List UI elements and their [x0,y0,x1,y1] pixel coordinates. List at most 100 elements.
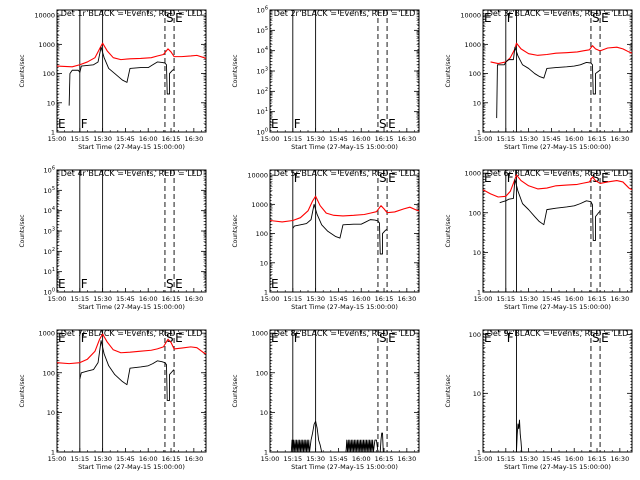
y-tick-label: 10 [260,259,268,267]
x-tick-label: 16:00 [139,135,158,143]
x-axis-label: Start Time (27-May-15 15:00:00) [78,143,185,151]
x-tick-label: 15:30 [93,455,112,463]
x-tick-label: 16:15 [375,135,394,143]
x-tick-label: 16:15 [588,135,607,143]
y-tick-label: 106 [44,166,55,175]
x-tick-label: 16:30 [610,135,629,143]
event-marker-f: F [507,11,514,25]
x-tick-label: 16:30 [397,455,416,463]
y-tick-label: 100 [43,70,55,78]
x-tick-label: 16:30 [184,295,203,303]
x-tick-label: 15:00 [261,135,280,143]
lld-rate-line [56,333,207,365]
event-marker-f: F [294,331,301,345]
x-tick-label: 15:15 [496,295,515,303]
event-marker-e: E [601,331,609,345]
x-tick-label: 15:00 [261,295,280,303]
event-rate-line [516,419,523,453]
y-tick-label: 102 [257,87,268,96]
y-tick-label: 10 [260,409,268,417]
x-tick-label: 16:00 [565,295,584,303]
event-marker-s: S [379,117,387,131]
lld-rate-line [482,174,633,198]
event-marker-e: E [271,277,279,291]
event-marker-f: F [294,117,301,131]
y-tick-label: 102 [44,247,55,256]
x-tick-label: 15:30 [519,455,538,463]
event-marker-e: E [58,277,66,291]
event-marker-f: F [507,171,514,185]
x-tick-label: 15:00 [474,455,493,463]
event-marker-f: F [81,331,88,345]
x-tick-label: 15:30 [93,135,112,143]
y-tick-label: 1000 [251,201,268,209]
y-tick-label: 100 [43,369,55,377]
x-tick-label: 16:15 [162,455,181,463]
x-axis-label: Start Time (27-May-15 15:00:00) [291,303,398,311]
y-tick-label: 1 [264,449,268,457]
x-axis-label: Start Time (27-May-15 15:00:00) [78,303,185,311]
y-tick-label: 1000 [464,41,481,49]
x-tick-label: 16:00 [565,135,584,143]
x-tick-label: 15:45 [542,295,561,303]
event-marker-e: E [271,117,279,131]
x-tick-label: 15:15 [496,135,515,143]
event-marker-s: S [592,11,600,25]
x-tick-label: 15:15 [70,135,89,143]
event-marker-e: E [175,11,183,25]
y-axis-label: Counts/sec [232,54,239,87]
panel-title: Det 7r BLACK = Events, RED = LLD [61,329,203,338]
event-marker-e: E [388,331,396,345]
x-tick-label: 16:30 [610,295,629,303]
event-rate-line [499,178,601,241]
y-tick-label: 103 [257,67,268,76]
lld-rate-line [56,42,207,68]
y-tick-label: 1 [51,129,55,137]
x-axis-label: Start Time (27-May-15 15:00:00) [504,143,611,151]
y-tick-label: 10 [473,99,481,107]
event-marker-e: E [58,117,66,131]
y-tick-label: 106 [257,6,268,15]
event-marker-e: E [601,171,609,185]
x-tick-label: 15:45 [116,135,135,143]
plot-frame [269,9,420,133]
y-tick-label: 1000 [251,330,268,338]
x-tick-label: 15:45 [542,135,561,143]
event-rate-line [68,46,175,106]
y-tick-label: 10 [47,409,55,417]
lld-rate-line [269,195,420,223]
y-tick-label: 10000 [34,12,55,20]
x-tick-label: 15:45 [116,295,135,303]
x-tick-label: 16:00 [565,455,584,463]
y-tick-label: 100 [469,70,481,78]
x-tick-label: 16:15 [588,295,607,303]
y-tick-label: 10 [473,390,481,398]
x-tick-label: 15:15 [70,295,89,303]
x-axis-label: Start Time (27-May-15 15:00:00) [78,463,185,471]
y-tick-label: 1 [51,449,55,457]
x-axis-label: Start Time (27-May-15 15:00:00) [504,463,611,471]
x-tick-label: 16:15 [375,455,394,463]
y-tick-label: 100 [257,128,268,137]
x-tick-label: 15:30 [519,295,538,303]
panel-title: Det 8r BLACK = Events, RED = LLD [274,329,416,338]
y-tick-label: 10000 [247,172,268,180]
y-tick-label: 1000 [38,330,55,338]
event-marker-s: S [379,331,387,345]
event-marker-e: E [175,331,183,345]
x-tick-label: 15:45 [542,455,561,463]
y-tick-label: 1 [477,449,481,457]
y-tick-label: 103 [44,227,55,236]
x-axis-label: Start Time (27-May-15 15:00:00) [291,463,398,471]
event-marker-e: E [484,171,492,185]
x-tick-label: 15:15 [283,295,302,303]
lld-rate-line [490,42,633,65]
y-tick-label: 100 [44,288,55,297]
x-axis-label: Start Time (27-May-15 15:00:00) [291,143,398,151]
x-tick-label: 16:00 [139,455,158,463]
